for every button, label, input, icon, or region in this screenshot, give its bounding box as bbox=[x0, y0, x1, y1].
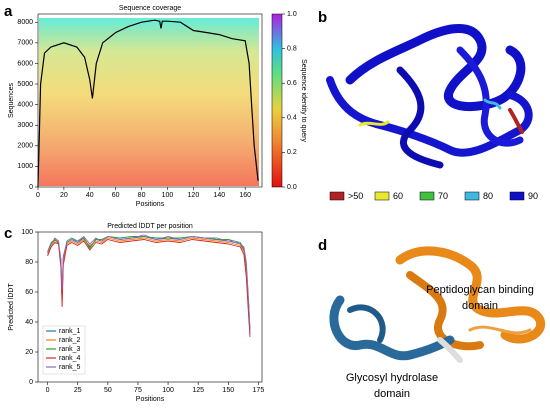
domain-label: domain bbox=[374, 388, 410, 400]
colorbar-label: Sequence identity to query bbox=[300, 59, 307, 142]
protein-structure-d bbox=[329, 246, 546, 363]
y-tick-label: 40 bbox=[25, 319, 33, 326]
y-tick-label: 7000 bbox=[17, 40, 33, 47]
x-tick-label: 25 bbox=[74, 387, 82, 394]
legend-swatch bbox=[374, 191, 390, 201]
colorbar-tick-label: 1.0 bbox=[287, 11, 297, 18]
panel-letter: c bbox=[4, 225, 12, 242]
legend-label: 60 bbox=[393, 191, 403, 201]
x-tick-label: 150 bbox=[222, 387, 234, 394]
panel-letter: b bbox=[318, 9, 327, 26]
y-tick-label: 60 bbox=[25, 289, 33, 296]
y-tick-label: 0 bbox=[29, 379, 33, 386]
legend-box bbox=[42, 325, 86, 375]
legend-swatch bbox=[464, 191, 480, 201]
x-tick-label: 160 bbox=[239, 192, 251, 199]
line bbox=[47, 234, 251, 332]
colorbar bbox=[271, 13, 283, 188]
y-tick-label: 6000 bbox=[17, 60, 33, 67]
line bbox=[47, 236, 251, 329]
x-tick-label: 100 bbox=[162, 192, 174, 199]
colorbar-tick-label: 0.6 bbox=[287, 80, 297, 87]
plot-frame bbox=[37, 13, 263, 188]
legend-label: rank_3 bbox=[59, 346, 81, 353]
legend-swatch bbox=[419, 191, 435, 201]
x-axis-label: Positions bbox=[136, 201, 165, 208]
legend-label: rank_4 bbox=[59, 355, 81, 362]
line bbox=[47, 239, 251, 338]
colorbar-tick-label: 0.0 bbox=[287, 184, 297, 191]
y-tick-label: 5000 bbox=[17, 81, 33, 88]
x-tick-label: 40 bbox=[86, 192, 94, 199]
domain-label: domain bbox=[462, 300, 498, 312]
domain-label: Peptidoglycan binding bbox=[426, 284, 534, 296]
alignment-heatmap bbox=[39, 18, 259, 186]
legend-label: >50 bbox=[348, 191, 363, 201]
chart-title: Sequence coverage bbox=[119, 5, 181, 12]
y-tick-label: 4000 bbox=[17, 101, 33, 108]
y-tick-label: 1000 bbox=[17, 163, 33, 170]
y-tick-label: 0 bbox=[29, 184, 33, 191]
legend-label: rank_2 bbox=[59, 337, 81, 344]
x-tick-label: 120 bbox=[188, 192, 200, 199]
colorbar-tick-label: 0.2 bbox=[287, 149, 297, 156]
x-tick-label: 100 bbox=[162, 387, 174, 394]
y-axis-label: Predicted lDDT bbox=[8, 283, 15, 331]
line bbox=[47, 237, 251, 330]
x-tick-label: 0 bbox=[46, 387, 50, 394]
x-tick-label: 20 bbox=[60, 192, 68, 199]
x-tick-label: 125 bbox=[192, 387, 204, 394]
x-tick-label: 0 bbox=[36, 192, 40, 199]
y-axis-label: Sequences bbox=[8, 82, 15, 118]
x-axis-label: Positions bbox=[136, 396, 165, 403]
y-tick-label: 20 bbox=[25, 349, 33, 356]
x-tick-label: 75 bbox=[134, 387, 142, 394]
legend-swatch bbox=[509, 191, 525, 201]
line bbox=[47, 236, 251, 335]
x-tick-label: 140 bbox=[213, 192, 225, 199]
domain-label: Glycosyl hydrolase bbox=[346, 372, 438, 384]
legend-label: 90 bbox=[528, 191, 538, 201]
panel-letter: d bbox=[318, 237, 327, 254]
protein-structure-b bbox=[326, 23, 533, 169]
x-tick-label: 50 bbox=[104, 387, 112, 394]
line bbox=[37, 19, 259, 188]
plot-frame bbox=[37, 231, 263, 383]
legend-swatch bbox=[329, 191, 345, 201]
legend-label: rank_5 bbox=[59, 364, 81, 371]
y-tick-label: 3000 bbox=[17, 122, 33, 129]
panel-letter: a bbox=[4, 3, 13, 20]
y-tick-label: 80 bbox=[25, 259, 33, 266]
legend-label: 80 bbox=[483, 191, 493, 201]
x-tick-label: 175 bbox=[253, 387, 265, 394]
colorbar-tick-label: 0.8 bbox=[287, 45, 297, 52]
chart-title: Predicted lDDT per position bbox=[107, 223, 193, 230]
y-tick-label: 2000 bbox=[17, 143, 33, 150]
y-tick-label: 8000 bbox=[17, 19, 33, 26]
legend-label: 70 bbox=[438, 191, 448, 201]
y-tick-label: 100 bbox=[21, 229, 33, 236]
x-tick-label: 80 bbox=[138, 192, 146, 199]
legend-label: rank_1 bbox=[59, 328, 81, 335]
x-tick-label: 60 bbox=[112, 192, 120, 199]
colorbar-tick-label: 0.4 bbox=[287, 115, 297, 122]
